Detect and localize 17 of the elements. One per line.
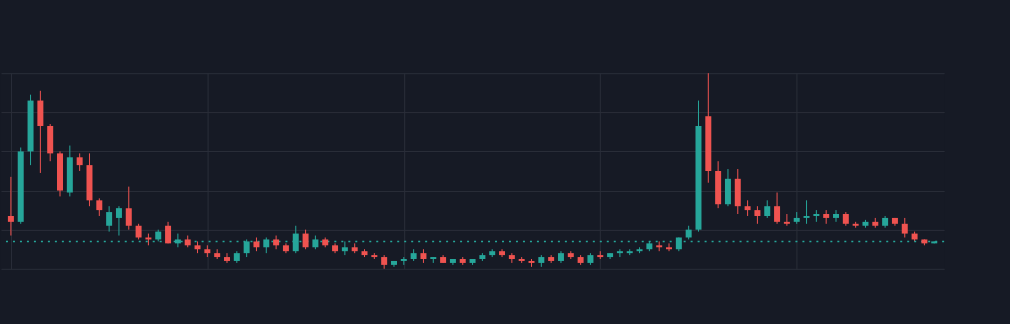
candlestick <box>803 199 810 225</box>
candlestick <box>106 205 113 233</box>
candlestick <box>901 217 908 238</box>
candlestick <box>302 229 309 250</box>
candlestick <box>125 186 132 231</box>
candlestick <box>774 192 781 225</box>
candlestick <box>508 252 515 264</box>
candlestick <box>273 235 280 250</box>
candlestick <box>666 242 673 252</box>
candlestick <box>616 248 623 258</box>
candlestick <box>115 205 122 237</box>
candlestick <box>224 252 230 264</box>
candlestick <box>548 254 555 264</box>
candlestick <box>499 248 506 258</box>
candlestick <box>833 209 839 223</box>
candlestick <box>7 176 14 237</box>
candlestick <box>783 213 790 227</box>
